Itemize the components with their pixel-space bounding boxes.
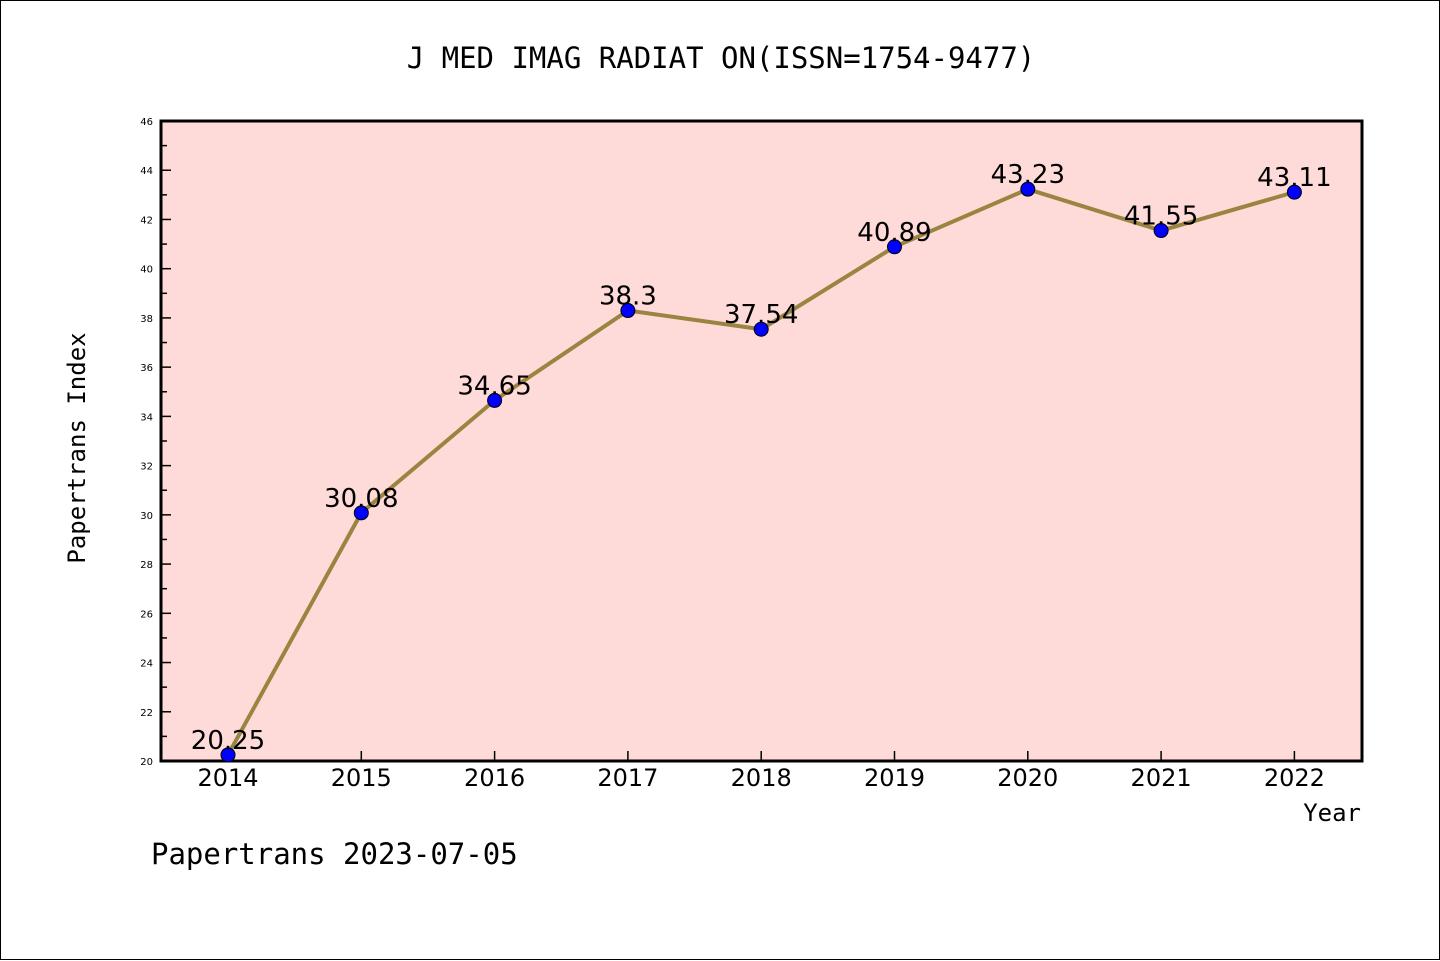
- y-tick-label: 30: [140, 511, 153, 522]
- footer-text: Papertrans 2023-07-05: [151, 837, 518, 871]
- data-point: [1286, 184, 1302, 200]
- y-tick-label: 44: [140, 166, 153, 177]
- y-tick-label: 28: [140, 560, 153, 571]
- x-tick-label: 2016: [464, 764, 525, 792]
- x-tick-label: 2017: [597, 764, 658, 792]
- data-points: [220, 181, 1302, 763]
- y-tick-label: 38: [140, 314, 153, 325]
- data-label: 30.08: [324, 484, 398, 514]
- y-axis: 20 22 24 26 28 30 32 34 36 38 40 42 44 46: [140, 117, 171, 768]
- y-tick-label: 20: [140, 757, 153, 768]
- data-label: 43.11: [1257, 163, 1331, 193]
- x-tick-label: 2022: [1264, 764, 1325, 792]
- x-tick-label: 2019: [864, 764, 925, 792]
- x-axis-label: Year: [1303, 799, 1361, 827]
- x-tick-label: 2021: [1131, 764, 1192, 792]
- chart-title: J MED IMAG RADIAT ON(ISSN=1754-9477): [407, 41, 1036, 75]
- data-label: 41.55: [1124, 202, 1198, 232]
- data-point: [220, 747, 236, 763]
- data-label: 20.25: [191, 726, 265, 756]
- data-labels: 20.25 30.08 34.65 38.3 37.54 40.89 43.23 41.55 4…: [191, 160, 1332, 756]
- x-tick-label: 2015: [331, 764, 392, 792]
- x-tick-label: 2014: [197, 764, 258, 792]
- y-axis-label: Papertrans Index: [63, 332, 91, 563]
- x-tick-label: 2020: [997, 764, 1058, 792]
- data-point: [487, 392, 503, 408]
- y-tick-label: 36: [140, 363, 153, 374]
- data-label: 37.54: [724, 300, 798, 330]
- data-point: [1153, 223, 1169, 239]
- x-tick-label: 2018: [731, 764, 792, 792]
- y-tick-label: 42: [140, 215, 153, 226]
- data-label: 38.3: [599, 282, 657, 312]
- y-tick-label: 34: [140, 412, 153, 423]
- data-point: [887, 239, 902, 255]
- x-axis: 2014 2015 2016 2017 2018 2019 2020 2021 2022: [197, 751, 1325, 792]
- data-point: [620, 303, 636, 319]
- y-tick-label: 24: [140, 659, 153, 670]
- data-label: 40.89: [857, 218, 931, 248]
- data-label: 34.65: [457, 371, 531, 401]
- y-tick-label: 46: [140, 117, 153, 128]
- y-tick-label: 40: [140, 265, 153, 276]
- y-tick-label: 26: [140, 609, 153, 620]
- y-tick-label: 32: [140, 462, 153, 473]
- y-tick-label: 22: [140, 708, 153, 719]
- data-point: [753, 321, 769, 337]
- data-point: [1020, 181, 1036, 197]
- data-label: 43.23: [991, 160, 1065, 190]
- data-point: [353, 505, 369, 521]
